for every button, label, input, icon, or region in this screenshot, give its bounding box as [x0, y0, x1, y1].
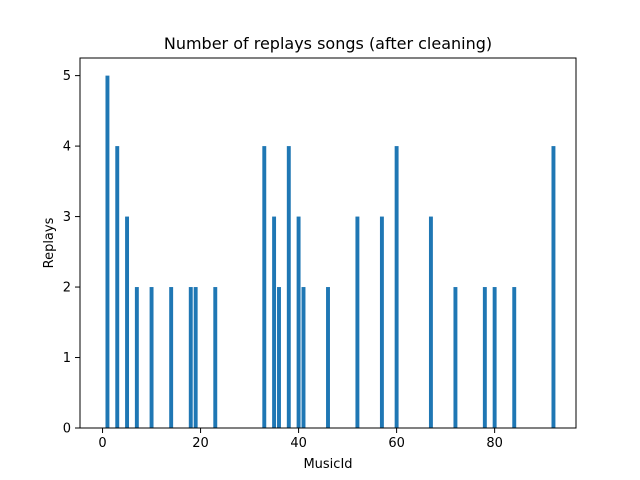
bar-musicid-14 [169, 287, 174, 428]
bar-musicid-38 [286, 146, 291, 428]
bar-musicid-5 [125, 216, 130, 428]
bar-musicid-10 [149, 287, 154, 428]
bar-musicid-67 [428, 216, 433, 428]
bar-musicid-57 [379, 216, 384, 428]
chart-title: Number of replays songs (after cleaning) [164, 34, 492, 53]
bar-musicid-19 [193, 287, 198, 428]
bar-musicid-60 [394, 146, 399, 428]
x-tick-label: 0 [98, 436, 106, 451]
bar-musicid-23 [213, 287, 218, 428]
bar-musicid-18 [188, 287, 193, 428]
y-axis-label: Replays [42, 217, 57, 268]
bar-musicid-41 [301, 287, 306, 428]
y-tick-label: 5 [63, 69, 71, 84]
bar-musicid-35 [272, 216, 277, 428]
bar-musicid-7 [134, 287, 139, 428]
bar-musicid-36 [277, 287, 281, 428]
y-tick-label: 2 [63, 281, 71, 296]
y-tick-label: 3 [63, 210, 71, 225]
y-tick-label: 4 [63, 140, 71, 155]
bar-musicid-33 [262, 146, 267, 428]
bars-group [105, 75, 556, 428]
x-tick-label: 40 [290, 436, 307, 451]
bar-musicid-80 [492, 287, 497, 428]
bar-musicid-52 [355, 216, 360, 428]
bar-musicid-92 [551, 146, 556, 428]
y-tick-label: 0 [63, 422, 71, 437]
x-axis-ticks: 0 20 40 60 80 [98, 428, 503, 451]
x-tick-label: 20 [192, 436, 209, 451]
bar-musicid-3 [115, 146, 120, 428]
x-tick-label: 80 [486, 436, 503, 451]
plot-frame [79, 57, 577, 429]
bar-musicid-1 [105, 75, 110, 428]
bar-musicid-46 [326, 287, 330, 428]
y-axis-ticks: 0 1 2 3 4 5 [63, 69, 80, 437]
bar-musicid-40 [296, 216, 301, 428]
x-axis-label: MusicId [303, 457, 352, 472]
x-tick-label: 60 [388, 436, 405, 451]
bar-musicid-78 [482, 287, 487, 428]
y-tick-label: 1 [63, 351, 71, 366]
bar-musicid-72 [453, 287, 458, 428]
bar-musicid-84 [512, 287, 517, 428]
